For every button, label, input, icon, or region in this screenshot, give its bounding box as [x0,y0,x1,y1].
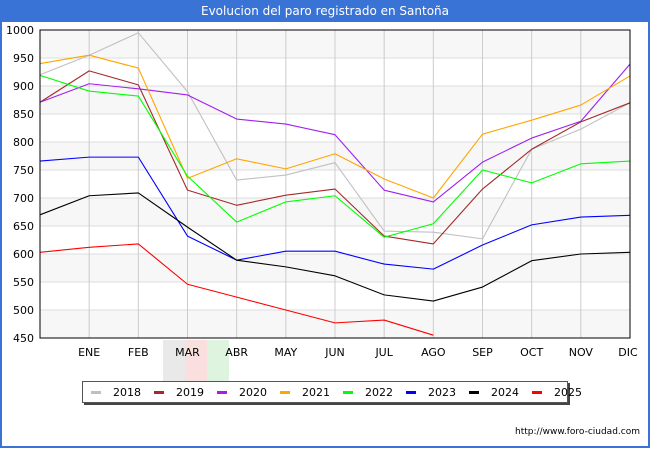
legend-swatch [406,390,416,394]
y-tick-label: 600 [13,248,34,261]
x-axis-ticks: ENE FEB MAR ABR MAY JUN JUL AGO SEP OCT NOV DIC [78,346,638,359]
legend-swatch [217,390,227,394]
chart-title: Evolucion del paro registrado en Santoña [0,0,650,22]
y-tick-label: 850 [13,108,34,121]
series-line-2021 [39,54,631,199]
legend-item-2019: 2019 [154,386,204,399]
legend-label: 2019 [176,385,204,399]
series-line-2022 [39,74,631,238]
x-tick-label: MAR [175,346,200,359]
legend-item-2024: 2024 [469,386,519,399]
source-url: http://www.foro-ciudad.com [515,427,640,437]
legend-swatch [469,390,479,394]
legend-item-2021: 2021 [280,386,330,399]
legend-label: 2025 [554,385,582,399]
y-tick-label: 500 [13,304,34,317]
legend: 2018 2019 2020 2021 2022 2023 2024 2025 [82,381,582,403]
series-line-2019 [39,70,631,245]
legend-item-2020: 2020 [217,386,267,399]
legend-swatch [532,390,542,394]
series-lines [39,32,631,336]
legend-item-2023: 2023 [406,386,456,399]
series-line-2024 [39,192,631,302]
y-tick-label: 550 [13,276,34,289]
plot-area-border [39,29,631,339]
x-tick-label: ABR [225,346,248,359]
legend-label: 2024 [491,385,519,399]
y-tick-label: 800 [13,136,34,149]
x-tick-label: FEB [128,346,149,359]
legend-swatch [343,390,353,394]
legend-item-2018: 2018 [91,386,141,399]
legend-swatch [154,390,164,394]
y-tick-label: 1000 [6,24,34,37]
legend-label: 2020 [239,385,267,399]
legend-swatch [280,390,290,394]
y-axis-ticks: 450 500 550 600 650 700 750 800 850 900 950 1000 [6,24,34,345]
legend-label: 2021 [302,385,330,399]
legend-swatch [91,390,101,394]
series-line-2025 [39,243,434,336]
x-tick-label: ENE [78,346,100,359]
series-line-2020 [39,63,631,203]
x-tick-label: MAY [274,346,297,359]
y-tick-label: 650 [13,220,34,233]
x-tick-label: NOV [569,346,594,359]
legend-item-2025: 2025 [532,386,582,399]
x-tick-label: DIC [618,346,638,359]
legend-label: 2022 [365,385,393,399]
y-tick-label: 700 [13,192,34,205]
y-tick-label: 450 [13,332,34,345]
y-tick-label: 750 [13,164,34,177]
y-tick-label: 900 [13,80,34,93]
flag-watermark [163,340,229,386]
x-tick-label: OCT [520,346,543,359]
x-tick-label: JUL [374,346,393,359]
x-tick-label: SEP [472,346,493,359]
x-tick-label: JUN [324,346,345,359]
x-tick-label: AGO [421,346,446,359]
y-tick-label: 950 [13,52,34,65]
legend-item-2022: 2022 [343,386,393,399]
legend-label: 2023 [428,385,456,399]
series-line-2023 [39,156,631,270]
legend-label: 2018 [113,385,141,399]
